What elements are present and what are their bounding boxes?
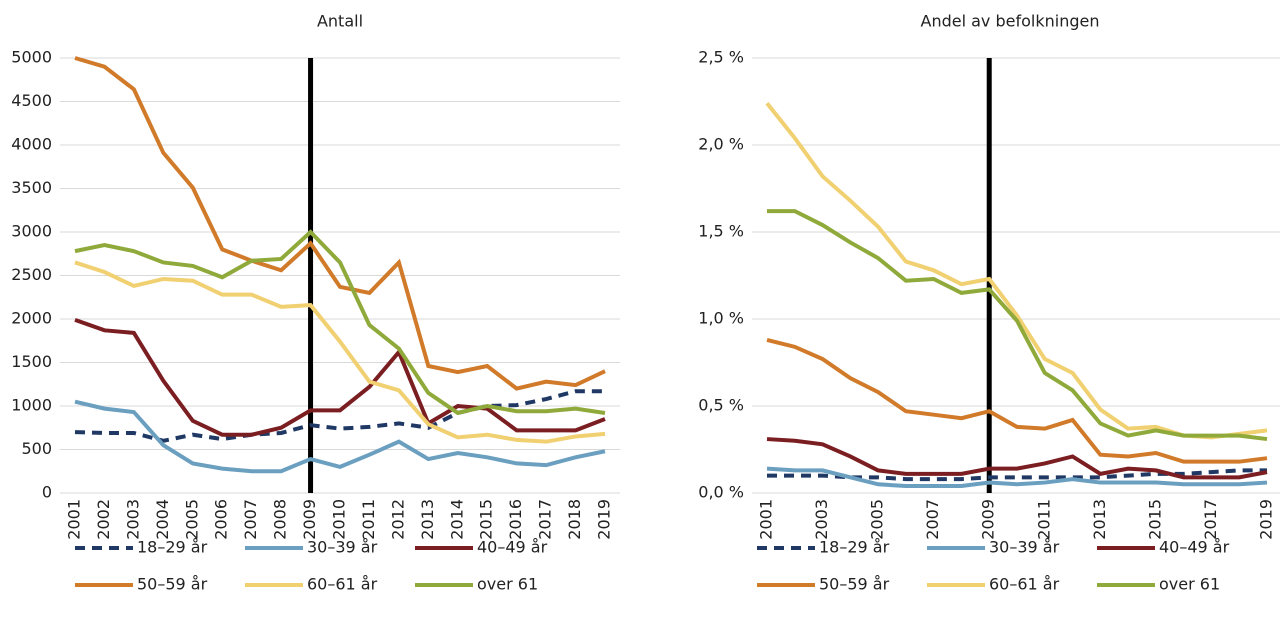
- y-tick-label: 4000: [11, 135, 52, 154]
- legend-label: 30–39 år: [307, 538, 378, 557]
- x-tick-label: 2013: [418, 499, 437, 540]
- x-tick-label: 2016: [506, 499, 525, 540]
- y-tick-label: 500: [21, 439, 52, 458]
- legend-label: over 61: [1159, 575, 1220, 594]
- x-tick-label: 2019: [1257, 499, 1276, 540]
- legend-label: 60–61 år: [307, 575, 378, 594]
- x-tick-label: 2008: [271, 499, 290, 540]
- series-line: [74, 260, 606, 444]
- x-tick-label: 2017: [1201, 499, 1220, 540]
- y-tick-label: 1000: [11, 396, 52, 415]
- x-tick-label: 2001: [757, 499, 776, 540]
- series-line: [765, 101, 1268, 440]
- x-tick-label: 2003: [812, 499, 831, 540]
- series-line: [74, 389, 605, 443]
- x-tick-label: 2018: [565, 499, 584, 540]
- legend-label: 50–59 år: [137, 575, 208, 594]
- x-tick-label: 2007: [923, 499, 942, 540]
- y-tick-label: 3000: [11, 222, 52, 241]
- x-tick-label: 2009: [979, 499, 998, 540]
- y-tick-label: 5000: [11, 48, 52, 67]
- legend-label: 50–59 år: [819, 575, 890, 594]
- y-tick-label: 2,0 %: [698, 135, 744, 154]
- y-tick-label: 0,5 %: [698, 396, 744, 415]
- y-tick-label: 0,0 %: [698, 483, 744, 502]
- legend-label: 30–39 år: [989, 538, 1060, 557]
- x-tick-label: 2015: [477, 499, 496, 540]
- legend-label: 60–61 år: [989, 575, 1060, 594]
- x-tick-label: 2009: [300, 499, 319, 540]
- legend-label: over 61: [477, 575, 538, 594]
- x-tick-label: 2002: [94, 499, 113, 540]
- y-tick-label: 1,5 %: [698, 222, 744, 241]
- series-line: [74, 317, 606, 437]
- series-line: [766, 437, 1268, 480]
- legend-label: 40–49 år: [1159, 538, 1230, 557]
- x-tick-label: 2015: [1145, 499, 1164, 540]
- x-tick-label: 2014: [447, 499, 466, 540]
- series-line: [74, 229, 606, 416]
- x-tick-label: 2007: [241, 499, 260, 540]
- x-tick-label: 2012: [388, 499, 407, 540]
- series-line: [767, 209, 1268, 442]
- legend-label: 18–29 år: [819, 538, 890, 557]
- y-tick-label: 2500: [11, 265, 52, 284]
- x-tick-label: 2005: [182, 499, 201, 540]
- series-line: [767, 468, 1267, 482]
- series-line: [74, 399, 606, 474]
- y-tick-label: 2000: [11, 309, 52, 328]
- x-tick-label: 2001: [65, 499, 84, 540]
- y-tick-label: 4500: [11, 91, 52, 110]
- x-tick-label: 2013: [1090, 499, 1109, 540]
- chart-title: Antall: [317, 12, 363, 31]
- x-tick-label: 2005: [868, 499, 887, 540]
- series-line: [766, 466, 1268, 489]
- y-tick-label: 2,5 %: [698, 48, 744, 67]
- x-tick-label: 2017: [536, 499, 555, 540]
- y-tick-label: 1,0 %: [698, 309, 744, 328]
- chart-title: Andel av befolkningen: [921, 12, 1100, 31]
- x-tick-label: 2006: [212, 499, 231, 540]
- x-tick-label: 2004: [153, 499, 172, 540]
- legend-label: 18–29 år: [137, 538, 208, 557]
- series-line: [766, 337, 1268, 464]
- y-tick-label: 3500: [11, 178, 52, 197]
- x-tick-label: 2003: [123, 499, 142, 540]
- y-tick-label: 0: [42, 483, 52, 502]
- x-tick-label: 2019: [595, 499, 614, 540]
- series-line: [74, 56, 606, 391]
- x-tick-label: 2011: [1034, 499, 1053, 540]
- x-tick-label: 2010: [330, 499, 349, 540]
- x-tick-label: 2011: [359, 499, 378, 540]
- legend-label: 40–49 år: [477, 538, 548, 557]
- y-tick-label: 1500: [11, 352, 52, 371]
